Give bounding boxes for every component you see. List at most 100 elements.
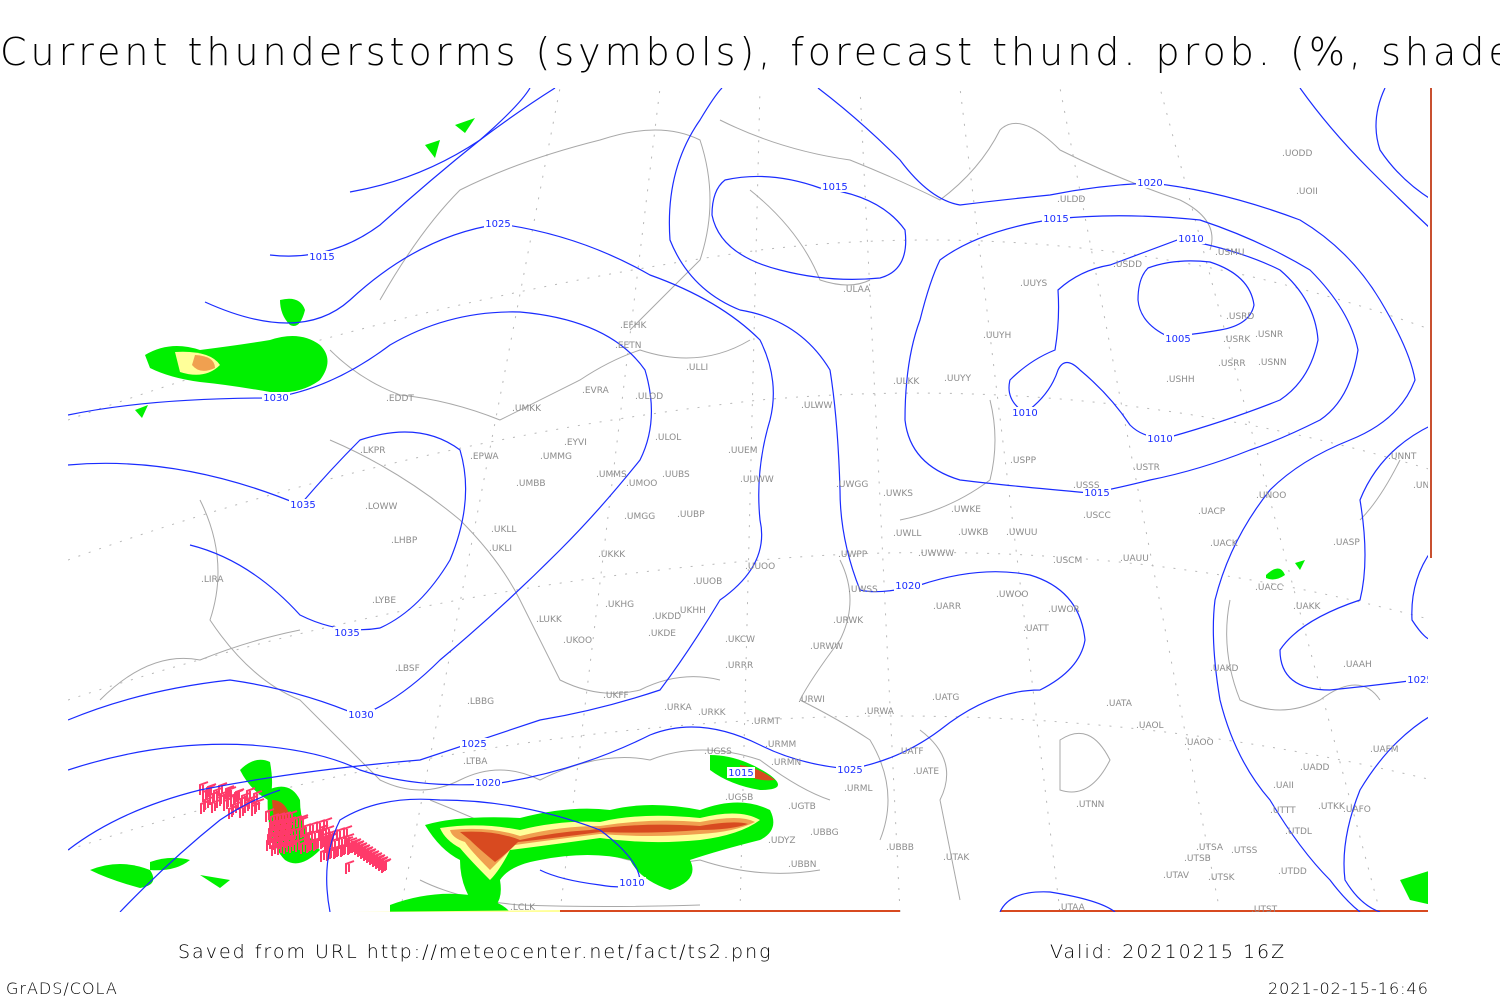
station-label: .UKDE <box>648 629 676 639</box>
station-label: .UATA <box>1106 699 1133 709</box>
thunderstorm-symbol <box>266 837 276 851</box>
station-label: .LBSF <box>395 664 420 674</box>
isobar-label: 1025 <box>1407 675 1432 686</box>
software-credit: GrADS/COLA <box>6 979 118 998</box>
station-label: .UWKS <box>883 489 913 499</box>
station-label: .UWSS <box>848 585 878 595</box>
isobar-label: 1020 <box>475 778 500 789</box>
station-label: .EFHK <box>620 321 647 331</box>
station-label: .UKHG <box>605 600 634 610</box>
station-label: .EETN <box>615 341 641 351</box>
station-label: .UWUU <box>1006 528 1038 538</box>
station-label: .UKDD <box>652 612 681 622</box>
isobar-label: 1015 <box>822 182 847 193</box>
station-label: .LCLK <box>510 903 536 913</box>
station-label: .UUBP <box>677 510 705 520</box>
thunderstorm-symbol <box>280 823 290 837</box>
station-label: .ULKK <box>893 377 920 387</box>
station-label: .URWA <box>864 707 895 717</box>
station-label: .USRD <box>1226 312 1254 322</box>
station-label: .UTAV <box>1163 871 1190 881</box>
station-label: .UWKB <box>958 528 988 538</box>
shade-very-high <box>1000 910 1432 912</box>
shade-very-high <box>560 910 900 912</box>
station-label: .UKOO <box>563 636 592 646</box>
station-label: .UWLL <box>893 529 921 539</box>
station-label: .UTTT <box>1270 806 1296 816</box>
isobar-label: 1025 <box>485 219 510 230</box>
station-label: .UBBB <box>886 843 914 853</box>
station-label: .URKA <box>664 703 692 713</box>
station-label: .USDD <box>1113 260 1142 270</box>
station-label: .UKFF <box>603 691 629 701</box>
station-label: .UADD <box>1300 763 1330 773</box>
station-label: .UATG <box>932 693 959 703</box>
station-label: .EDDT <box>386 394 414 404</box>
station-label: .UUWW <box>740 475 774 485</box>
thunderstorm-symbol <box>244 799 254 813</box>
station-label: .UNOO <box>1256 491 1286 501</box>
station-label: .URKK <box>698 708 727 718</box>
shade-low <box>1400 870 1432 905</box>
station-label: .UATE <box>913 767 939 777</box>
station-label: .UGSB <box>725 793 753 803</box>
station-label: .USRR <box>1218 359 1246 369</box>
thunderstorm-symbol <box>270 813 280 827</box>
station-label: .UTDL <box>1285 827 1312 837</box>
shade-low <box>135 405 148 418</box>
thunderstorm-symbol <box>251 802 261 816</box>
station-label: .ULAA <box>843 285 871 295</box>
station-label: .URWK <box>833 616 864 626</box>
thunderstorm-symbol <box>223 797 233 811</box>
station-label: .UAFM <box>1370 745 1399 755</box>
station-label: .UAOL <box>1136 721 1164 731</box>
station-label: .UKLI <box>489 544 512 554</box>
station-label: .LUKK <box>536 615 563 625</box>
isobar-label: 1020 <box>895 581 920 592</box>
station-label: .URWI <box>798 695 825 705</box>
shade-low <box>455 118 475 133</box>
station-label: .UBBG <box>810 828 839 838</box>
shade-low <box>425 140 440 158</box>
station-label: .URML <box>844 784 872 794</box>
station-label: .UODD <box>1282 149 1312 159</box>
thunderstorm-symbol <box>268 825 278 839</box>
station-label: .LTBA <box>463 757 488 767</box>
station-label: .UAAH <box>1343 660 1372 670</box>
isobar-label: 1035 <box>334 628 359 639</box>
station-label: .UWGG <box>836 480 868 490</box>
isobar-label: 1030 <box>263 393 288 404</box>
shade-low <box>150 857 190 871</box>
station-label: .UTNN <box>1076 800 1104 810</box>
station-label: .UMOO <box>626 479 657 489</box>
thunderstorm-symbol <box>276 812 286 826</box>
thunderstorm-symbol <box>288 810 298 824</box>
isobar-label: 1015 <box>309 252 334 263</box>
station-label: .UTSA <box>1196 843 1224 853</box>
map-title: Current thunderstorms (symbols), forecas… <box>0 30 1500 74</box>
station-label: .USNR <box>1255 330 1283 340</box>
valid-time-text: Valid: 20210215 16Z <box>1050 941 1287 963</box>
station-label: .LKPR <box>360 446 385 456</box>
station-label: .UDYZ <box>768 836 796 846</box>
station-label: .UWKE <box>951 505 981 515</box>
station-label: .UTST <box>1251 905 1278 915</box>
station-label: .USMU <box>1215 248 1245 258</box>
station-label: .USHH <box>1166 375 1195 385</box>
station-label: .LHBP <box>391 536 418 546</box>
shade-low <box>280 298 305 326</box>
shade-low <box>90 864 154 888</box>
station-label: .UTAA <box>1058 903 1086 913</box>
station-label: .URRR <box>725 661 753 671</box>
thunderstorm-symbol <box>286 822 296 836</box>
station-label: .UKHH <box>677 606 706 616</box>
isobar-label: 1010 <box>1178 234 1203 245</box>
thunderstorm-symbol <box>246 787 256 801</box>
station-label: .UATT <box>1023 624 1049 634</box>
thunderstorm-symbol <box>216 794 226 808</box>
station-label: .UUOO <box>745 562 775 572</box>
isobar-label: 1035 <box>290 500 315 511</box>
shade-low <box>1295 560 1305 570</box>
isobar-label: 1020 <box>1137 178 1162 189</box>
station-label: .EVRA <box>582 386 610 396</box>
